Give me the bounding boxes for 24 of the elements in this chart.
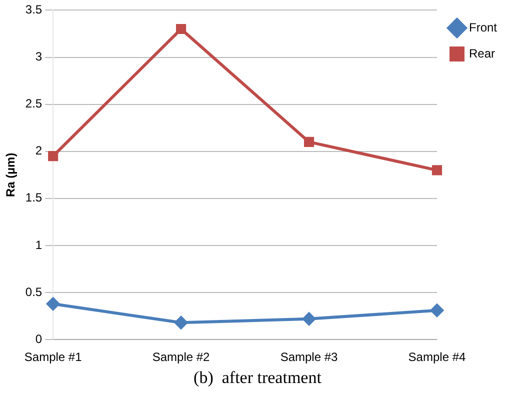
text: (b) after treatment [192, 368, 322, 388]
legend-label: Front [468, 20, 498, 34]
point [48, 151, 58, 162]
point [46, 297, 60, 310]
y-tick-label: 1.5 [25, 190, 42, 205]
point [432, 165, 442, 176]
y-tick-label: 0.5 [25, 284, 42, 299]
y-tick-label: 0 [35, 332, 42, 346]
point [174, 316, 188, 330]
x-tick-label: Sample #1 [24, 350, 82, 364]
x-tick-label: Sample #4 [408, 350, 466, 364]
y-tick-label: 2.5 [25, 96, 42, 111]
legend-label: Rear [468, 46, 496, 60]
y-tick-label: 1 [35, 238, 42, 252]
y-tick-label: 3.5 [25, 2, 42, 17]
x-tick-label: Sample #3 [280, 350, 338, 364]
y-tick-label: 2 [35, 144, 42, 158]
point [302, 312, 316, 326]
y-tick-label: 3 [35, 50, 42, 64]
point [176, 24, 186, 34]
point [304, 136, 314, 147]
x-tick-label: Sample #2 [152, 350, 210, 364]
point [430, 304, 444, 317]
y-axis-title: Ra (µm) [4, 152, 18, 198]
